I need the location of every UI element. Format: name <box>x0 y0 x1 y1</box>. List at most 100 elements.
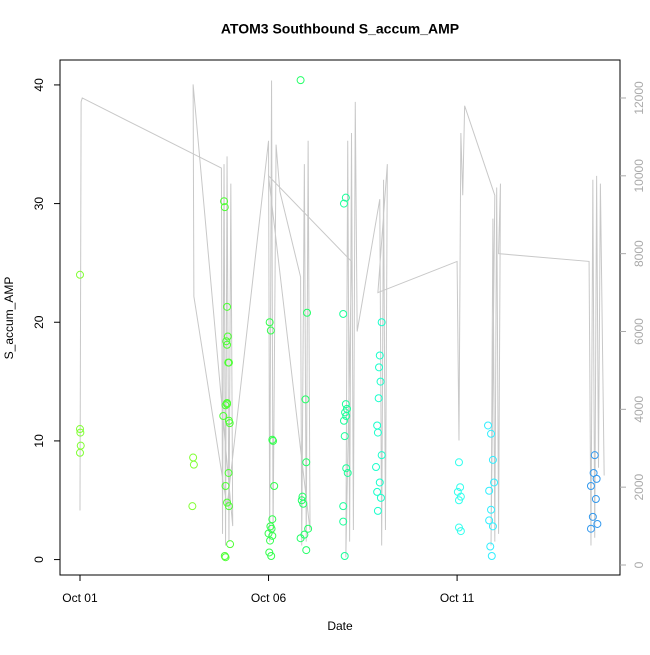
x-axis-label: Date <box>327 619 353 633</box>
point <box>590 451 599 460</box>
point <box>224 358 233 367</box>
chart-title: ATOM3 Southbound S_accum_AMP <box>221 21 459 37</box>
point <box>592 474 601 483</box>
point <box>487 552 496 561</box>
point <box>303 308 312 317</box>
line <box>79 80 605 558</box>
point <box>188 502 197 511</box>
point <box>375 363 384 372</box>
y-tick-label: 40 <box>32 78 46 92</box>
point <box>490 478 499 487</box>
point <box>487 505 496 514</box>
y-tick-label: 20 <box>32 315 46 329</box>
point <box>376 377 385 386</box>
plot-box <box>59 59 621 576</box>
point <box>75 448 84 457</box>
point <box>484 421 493 430</box>
point <box>342 411 351 420</box>
point <box>223 302 232 311</box>
point <box>343 468 352 477</box>
point <box>377 451 386 460</box>
point <box>220 552 229 561</box>
point <box>224 502 233 511</box>
point <box>302 546 311 555</box>
point <box>302 458 311 467</box>
point <box>268 531 277 540</box>
point <box>220 203 229 212</box>
point <box>341 400 350 409</box>
y-tick-label: 10 <box>32 434 46 448</box>
point <box>376 493 385 502</box>
point <box>454 496 463 505</box>
point <box>339 517 348 526</box>
point <box>223 400 232 409</box>
point <box>225 419 234 428</box>
point <box>76 428 85 437</box>
x-tick-label: Oct 06 <box>251 591 287 605</box>
y2-tick-label: 4000 <box>632 396 646 423</box>
y2-tick-label: 2000 <box>632 473 646 500</box>
y2-tick-label: 10000 <box>632 159 646 193</box>
point <box>339 416 348 425</box>
point <box>189 460 198 469</box>
point <box>488 522 497 531</box>
point <box>268 435 277 444</box>
point <box>222 337 231 346</box>
point <box>375 478 384 487</box>
point <box>588 512 597 521</box>
point <box>341 408 350 417</box>
point <box>266 536 275 545</box>
point <box>586 524 595 533</box>
x-tick-label: Oct 11 <box>440 591 475 605</box>
point <box>269 436 278 445</box>
point <box>221 401 230 410</box>
point <box>299 499 308 508</box>
point <box>297 496 306 505</box>
point <box>488 455 497 464</box>
point <box>265 318 274 327</box>
point <box>75 425 84 434</box>
y-tick-label: 30 <box>32 197 46 211</box>
point <box>219 411 228 420</box>
point <box>373 506 382 515</box>
point <box>340 552 349 561</box>
point <box>75 270 84 279</box>
point <box>593 519 602 528</box>
point <box>586 482 595 491</box>
point <box>223 332 232 341</box>
point <box>339 502 348 511</box>
point <box>266 326 275 335</box>
point <box>221 553 230 562</box>
y2-tick-label: 0 <box>632 561 646 568</box>
point <box>373 487 382 496</box>
point <box>486 542 495 551</box>
point <box>339 199 348 208</box>
y-axis-label: S_accum_AMP <box>2 277 16 360</box>
point <box>296 534 305 543</box>
point <box>591 495 600 504</box>
point <box>270 482 279 491</box>
point <box>340 432 349 441</box>
point <box>456 527 465 536</box>
point <box>301 395 310 404</box>
point <box>373 428 382 437</box>
point <box>304 524 313 533</box>
point <box>374 394 383 403</box>
point <box>485 516 494 525</box>
point <box>485 486 494 495</box>
y2-tick-label: 6000 <box>632 318 646 345</box>
x-tick-label: Oct 01 <box>62 591 98 605</box>
y-tick-label: 0 <box>32 556 46 563</box>
point <box>377 318 386 327</box>
y2-tick-label: 8000 <box>632 240 646 267</box>
point <box>454 458 463 467</box>
point <box>223 340 232 349</box>
point <box>220 197 229 206</box>
point <box>342 464 351 473</box>
point <box>372 463 381 472</box>
y2-tick-label: 12000 <box>632 81 646 115</box>
point <box>375 351 384 360</box>
point <box>487 429 496 438</box>
point <box>296 76 305 85</box>
